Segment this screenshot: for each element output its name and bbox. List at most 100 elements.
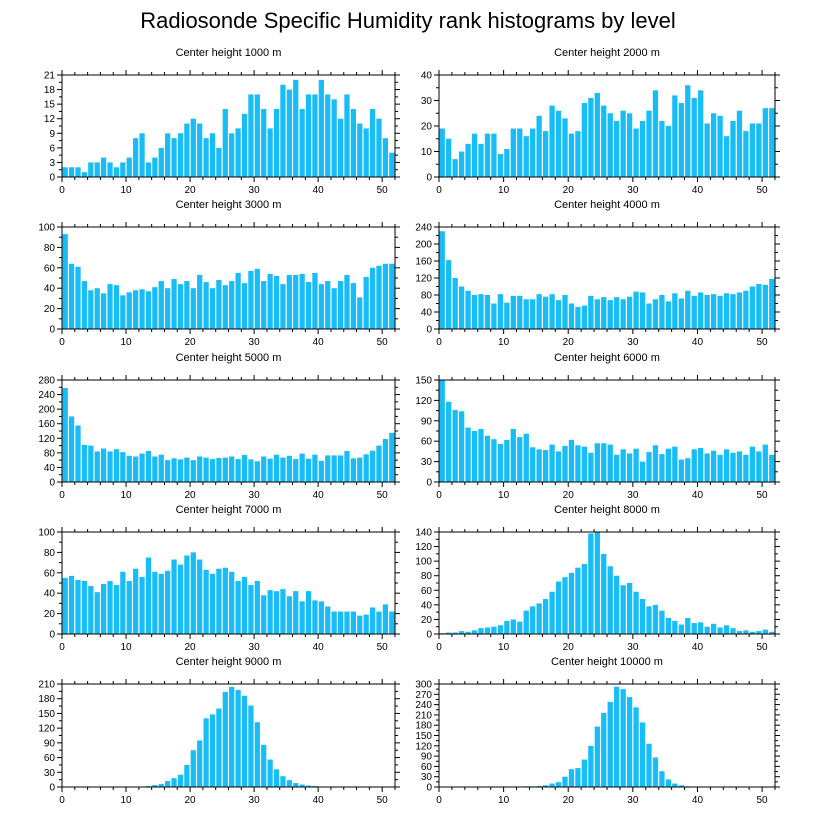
y-tick-label: 240 xyxy=(415,700,432,711)
bar xyxy=(756,451,762,482)
bar xyxy=(646,743,652,787)
panel-title: Center height 8000 m xyxy=(554,504,660,516)
bar xyxy=(568,439,575,482)
bar xyxy=(222,457,228,482)
bar xyxy=(337,455,344,482)
bar xyxy=(312,272,318,329)
bar xyxy=(769,454,775,482)
bar xyxy=(769,631,775,634)
x-tick-label: 30 xyxy=(627,185,639,196)
bar xyxy=(646,452,652,482)
y-tick-label: 0 xyxy=(426,325,432,336)
bar xyxy=(229,686,235,787)
bar xyxy=(318,460,324,482)
figure-title: Radiosonde Specific Humidity rank histog… xyxy=(140,8,676,33)
x-tick-label: 0 xyxy=(436,795,442,806)
bar xyxy=(133,290,139,329)
y-tick-label: 30 xyxy=(44,768,56,779)
bar xyxy=(471,295,478,329)
y-tick-label: 40 xyxy=(44,284,56,295)
bar xyxy=(248,94,254,177)
bar xyxy=(325,281,331,329)
bar xyxy=(248,585,254,634)
bar xyxy=(376,118,382,177)
x-tick-label: 50 xyxy=(757,642,769,653)
x-tick-label: 40 xyxy=(692,795,704,806)
bar xyxy=(273,591,280,634)
bar xyxy=(536,115,542,177)
bar xyxy=(331,99,337,177)
bar xyxy=(542,599,549,634)
bar xyxy=(633,448,639,482)
panel-title: Center height 6000 m xyxy=(554,352,660,364)
bar xyxy=(491,133,497,177)
bar xyxy=(510,619,516,634)
panel-title: Center height 5000 m xyxy=(176,352,282,364)
bar xyxy=(626,583,633,634)
bar xyxy=(222,285,228,329)
bar xyxy=(736,110,743,177)
bar xyxy=(710,113,717,177)
bar xyxy=(717,627,723,634)
bar xyxy=(762,444,768,482)
x-tick-label: 20 xyxy=(563,185,575,196)
bar xyxy=(369,267,376,329)
bar xyxy=(286,455,292,482)
bar xyxy=(101,448,107,482)
x-tick-label: 0 xyxy=(436,490,442,501)
bar xyxy=(530,447,536,482)
y-tick-label: 80 xyxy=(44,448,56,459)
bar xyxy=(241,113,248,177)
bar xyxy=(286,89,292,177)
bar xyxy=(363,454,369,482)
bar xyxy=(665,617,672,634)
bar xyxy=(575,768,581,787)
bar xyxy=(88,586,94,634)
bar xyxy=(363,614,369,634)
y-tick-label: 20 xyxy=(421,615,433,626)
bar xyxy=(620,299,626,329)
bar xyxy=(665,448,672,482)
bar xyxy=(607,701,613,787)
bar xyxy=(685,617,691,634)
bar xyxy=(331,455,337,482)
bar xyxy=(389,152,395,177)
bar xyxy=(139,133,145,177)
bar xyxy=(305,94,312,177)
y-tick-label: 150 xyxy=(415,731,432,742)
bar xyxy=(152,785,158,787)
bar xyxy=(261,456,267,482)
bar xyxy=(536,449,542,482)
bar xyxy=(607,300,613,329)
bar xyxy=(81,172,88,177)
x-tick-label: 0 xyxy=(59,490,65,501)
bar xyxy=(633,707,639,787)
bar xyxy=(478,143,484,177)
bar xyxy=(614,686,620,787)
bar xyxy=(62,577,68,634)
x-tick-label: 0 xyxy=(59,642,65,653)
bar xyxy=(197,456,203,482)
bar xyxy=(293,783,299,787)
bar xyxy=(209,714,216,787)
bar xyxy=(177,284,184,329)
y-tick-label: 0 xyxy=(49,173,55,184)
bar xyxy=(581,446,588,482)
x-tick-label: 30 xyxy=(249,795,261,806)
bar xyxy=(133,568,139,634)
bar xyxy=(305,785,312,787)
bar xyxy=(389,611,395,634)
bar xyxy=(626,453,633,482)
bar xyxy=(626,113,633,177)
panel-10: Center height 10000 m0306090120150180210… xyxy=(415,656,780,806)
bar xyxy=(549,105,555,177)
bar xyxy=(107,162,113,177)
bar xyxy=(299,784,305,787)
bar xyxy=(299,453,305,482)
y-tick-label: 80 xyxy=(421,291,433,302)
y-tick-label: 6 xyxy=(49,143,55,154)
y-tick-label: 12 xyxy=(44,114,56,125)
x-tick-label: 0 xyxy=(436,642,442,653)
bar xyxy=(293,459,299,482)
bar xyxy=(177,133,184,177)
